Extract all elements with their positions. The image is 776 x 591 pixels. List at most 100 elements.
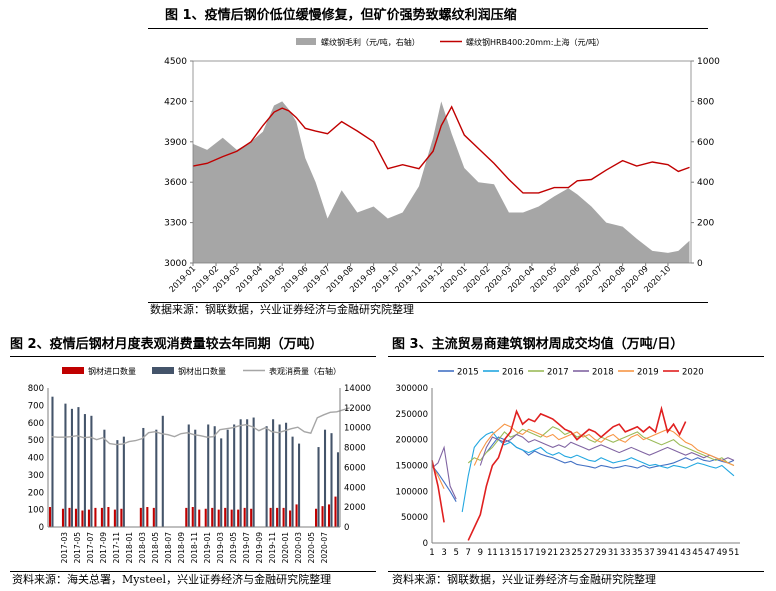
x-tick-label: 15 [511,548,522,558]
x-tick-label: 13 [499,548,510,558]
x-tick-label: 25 [572,548,583,558]
export-bar [213,426,216,527]
export-bar [239,419,242,527]
y-left-tick-label: 500 [28,436,44,446]
export-bar [246,419,249,527]
x-tick-label: 2018-07 [164,532,173,564]
consumption-line [51,407,350,446]
figure2-title-rule [10,356,376,357]
y-tick-label: 250000 [396,410,428,420]
legend-label-profit: 螺纹钢毛利（元/吨，右轴） [321,37,420,47]
x-tick-label: 17 [523,548,534,558]
figure2-source-rule [10,571,376,572]
import-bar [217,509,220,527]
x-tick-label: 2017-11 [112,532,121,564]
x-tick-label: 2018-03 [138,532,147,564]
export-bar [187,424,190,527]
y-right-tick-label: 12000 [344,404,371,414]
export-bar [272,419,275,527]
figure2-source: 资料来源：海关总署，Mysteel，兴业证券经济与金融研究院整理 [12,573,332,586]
export-bar [330,433,333,527]
import-bar [315,508,318,527]
legend-label-2018: 2018 [592,368,614,378]
import-bar [107,507,110,527]
figure3-source-rule [388,571,764,572]
legend-label-2020: 2020 [682,368,704,378]
import-bar [237,509,240,527]
export-bar [207,424,210,527]
export-bar [226,429,229,527]
x-tick-label: 29 [596,548,607,558]
legend-label-import: 钢材进口数量 [88,366,136,376]
legend-swatch-export [152,367,174,374]
export-bar [336,452,340,527]
export-bar [155,429,158,527]
import-bar [139,507,142,527]
export-bar [77,407,80,527]
y-tick-label: 100000 [396,487,428,497]
y-left-tick-label: 3900 [164,138,187,148]
x-tick-label: 5 [453,548,458,558]
y-left-tick-label: 200 [28,488,44,498]
x-tick-label: 43 [680,548,691,558]
series-line-2020 [431,405,687,541]
series-line-2016 [461,431,735,513]
export-bar [194,429,197,527]
x-tick-label: 2020-07 [320,532,329,564]
y-tick-label: 300000 [396,384,428,394]
x-tick-label: 2018-05 [151,532,160,564]
legend-label-2019: 2019 [637,368,659,378]
figure1-title-rule [148,28,708,29]
y-left-tick-label: 3300 [164,219,187,229]
x-tick-label: 41 [668,548,679,558]
x-tick-label: 49 [716,548,727,558]
x-tick-label: 2017-07 [86,532,95,564]
legend-label-export: 钢材出口数量 [178,366,226,376]
x-tick-label: 21 [547,548,558,558]
export-bar [323,429,327,527]
export-bar [220,438,223,527]
export-bar [233,424,236,527]
import-bar [152,507,155,527]
import-bar [321,506,324,527]
x-tick-label: 9 [478,548,483,558]
x-tick-label: 2019-01 [203,532,212,564]
x-tick-label: 37 [644,548,655,558]
x-tick-label: 35 [632,548,643,558]
y-right-tick-label: 400 [697,178,714,188]
import-bar [204,508,207,527]
y-right-tick-label: 4000 [344,483,366,493]
legend-label-consumption: 表观消费量（右轴） [269,366,341,376]
y-left-tick-label: 100 [28,506,44,516]
import-bar [185,507,188,527]
y-left-tick-label: 4500 [164,57,187,67]
y-right-tick-label: 10000 [344,424,371,434]
import-bar [250,508,253,527]
figure1-title: 图 1、疫情后钢价低位缓慢修复，但矿价强势致螺纹利润压缩 [165,8,517,23]
figure3-source: 资料来源：钢联数据，兴业证券经济与金融研究院整理 [392,573,656,586]
y-left-tick-label: 700 [28,401,44,411]
export-bar [122,436,125,527]
import-bar [146,507,149,527]
x-tick-label: 47 [704,548,715,558]
y-right-tick-label: 800 [697,97,714,107]
series-line-2015 [431,436,735,502]
import-bar [74,508,77,527]
export-bar [116,440,119,527]
profit-area-series [193,101,690,264]
export-bar [291,436,294,527]
export-bar [51,396,54,527]
y-right-tick-label: 1000 [697,57,720,67]
import-bar [61,508,65,527]
legend-label-price: 螺纹钢HRB400:20mm:上海（元/吨） [466,37,604,47]
export-bar [298,443,301,527]
x-tick-label: 2017-09 [99,532,108,564]
x-tick-label: 33 [620,548,631,558]
x-tick-label: 27 [584,548,595,558]
import-bar [289,510,292,527]
legend-label-2015: 2015 [457,368,479,378]
y-right-tick-label: 200 [697,219,714,229]
figure1-chart: 3000 3300 3600 3900 4200 4500 0 200 400 600 800 100… [164,37,720,294]
x-tick-label: 2018-11 [190,532,199,564]
legend-swatch-import [62,367,84,374]
